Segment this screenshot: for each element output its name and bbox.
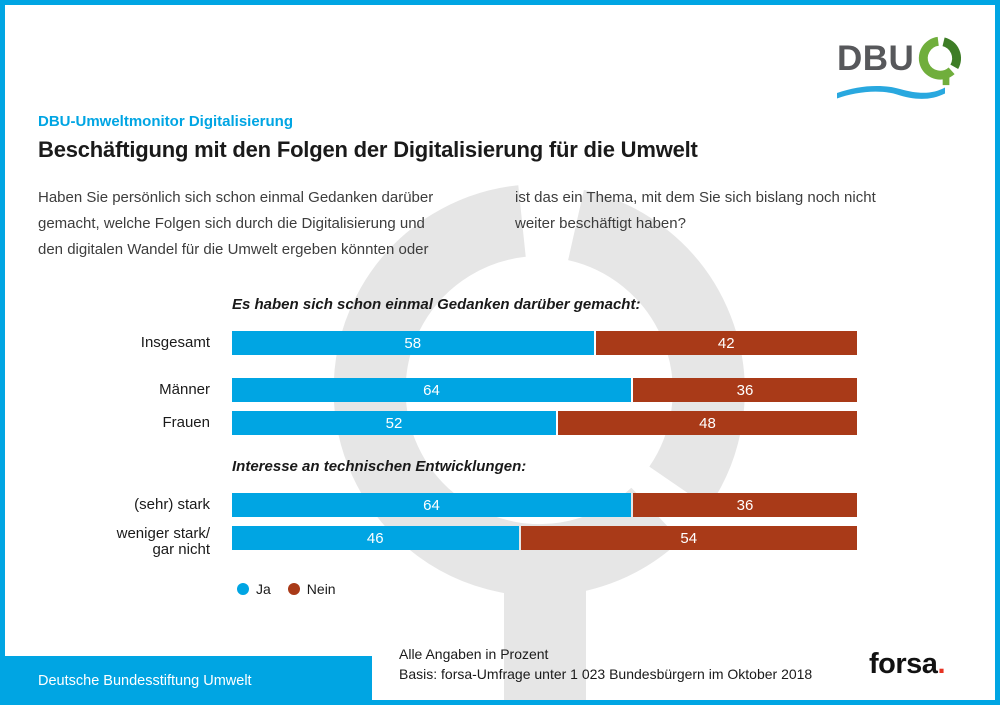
note-unit: Alle Angaben in Prozent (399, 646, 549, 662)
dbu-wave-icon (837, 85, 945, 99)
row-label: (sehr) stark (38, 493, 232, 517)
bar-segment-ja: 52 (232, 411, 556, 435)
forsa-logo: forsa. (869, 648, 945, 681)
dbu-tree-icon (917, 36, 963, 91)
chart-legend: Ja Nein (237, 581, 962, 597)
bar-value-ja: 64 (423, 381, 440, 399)
question-line: den digitalen Wandel für die Umwelt erge… (38, 241, 429, 258)
question-left-column: Haben Sie persönlich sich schon einmal G… (38, 185, 485, 263)
bar-track: 46 54 (232, 526, 857, 550)
question-right-column: ist das ein Thema, mit dem Sie sich bisl… (515, 185, 876, 263)
bar-value-ja: 52 (385, 414, 403, 432)
bar-value-ja: 64 (423, 496, 440, 514)
dbu-logo-text: DBU (837, 39, 915, 78)
bar-value-nein: 36 (736, 381, 754, 399)
row-label-line: gar nicht (152, 541, 210, 558)
forsa-logo-dot: . (937, 648, 945, 680)
bar-value-ja: 58 (404, 334, 422, 352)
question-line: Haben Sie persönlich sich schon einmal G… (38, 189, 434, 206)
bar-value-ja: 46 (366, 529, 384, 547)
bar-value-nein: 54 (680, 529, 698, 547)
chart-group: Es haben sich schon einmal Gedanken darü… (38, 296, 962, 355)
legend-dot-nein-icon (287, 583, 300, 595)
bar-track: 58 42 (232, 331, 857, 355)
bar-segment-ja: 64 (232, 378, 631, 402)
bar-row: weniger stark/gar nicht 46 54 (38, 526, 962, 558)
question-text: Haben Sie persönlich sich schon einmal G… (38, 185, 962, 263)
bar-track: 64 36 (232, 378, 857, 402)
chart: Es haben sich schon einmal Gedanken darü… (38, 296, 962, 558)
question-line: ist das ein Thema, mit dem Sie sich bisl… (515, 189, 876, 206)
legend-label-ja: Ja (256, 581, 271, 597)
bar-row: Frauen 52 48 (38, 411, 962, 435)
question-line: weiter beschäftigt haben? (515, 215, 686, 232)
kicker: DBU-Umweltmonitor Digitalisierung (38, 113, 294, 130)
bar-segment-nein: 36 (633, 378, 857, 402)
note-basis: Basis: forsa-Umfrage unter 1 023 Bundesb… (399, 666, 813, 682)
chart-group: Interesse an technischen Entwicklungen: (… (38, 458, 962, 558)
legend-dot-ja-icon (237, 583, 249, 595)
bar-segment-ja: 64 (232, 493, 631, 517)
legend-label-nein: Nein (306, 581, 336, 597)
row-label: weniger stark/gar nicht (38, 526, 232, 558)
bar-segment-ja: 46 (232, 526, 519, 550)
forsa-logo-text: forsa (869, 648, 938, 680)
dbu-logo: DBU (837, 36, 962, 99)
section-label: Es haben sich schon einmal Gedanken darü… (232, 296, 641, 313)
footer-banner-text: Deutsche Bundesstiftung Umwelt (38, 672, 252, 689)
bar-row: Insgesamt 58 42 (38, 331, 962, 355)
row-label-line: weniger stark/ (116, 525, 210, 542)
source-notes: Alle Angaben in Prozent Basis: forsa-Umf… (399, 644, 812, 684)
bar-track: 64 36 (232, 493, 857, 517)
row-label-line: (sehr) stark (134, 496, 210, 513)
row-label: Männer (38, 378, 232, 402)
bar-segment-nein: 48 (558, 411, 857, 435)
row-label-line: Insgesamt (140, 334, 210, 351)
question-line: gemacht, welche Folgen sich durch die Di… (38, 215, 425, 232)
bar-segment-ja: 58 (232, 331, 594, 355)
page-title: Beschäftigung mit den Folgen der Digital… (38, 137, 698, 162)
bar-value-nein: 48 (699, 414, 716, 432)
bar-row: Männer 64 36 (38, 378, 962, 402)
row-label-line: Männer (159, 381, 210, 398)
bar-value-nein: 36 (736, 496, 754, 514)
bar-segment-nein: 54 (520, 526, 857, 550)
chart-group: Männer 64 36 Frauen 52 48 (38, 378, 962, 435)
bar-track: 52 48 (232, 411, 857, 435)
bar-value-nein: 42 (717, 334, 735, 352)
row-label: Insgesamt (38, 331, 232, 355)
footer-banner: Deutsche Bundesstiftung Umwelt (0, 656, 372, 705)
bar-segment-nein: 36 (633, 493, 857, 517)
bar-segment-nein: 42 (595, 331, 857, 355)
row-label-line: Frauen (162, 414, 210, 431)
row-label: Frauen (38, 411, 232, 435)
section-label: Interesse an technischen Entwicklungen: (232, 458, 527, 475)
bar-row: (sehr) stark 64 36 (38, 493, 962, 517)
dbu-watermark-icon (310, 180, 780, 705)
